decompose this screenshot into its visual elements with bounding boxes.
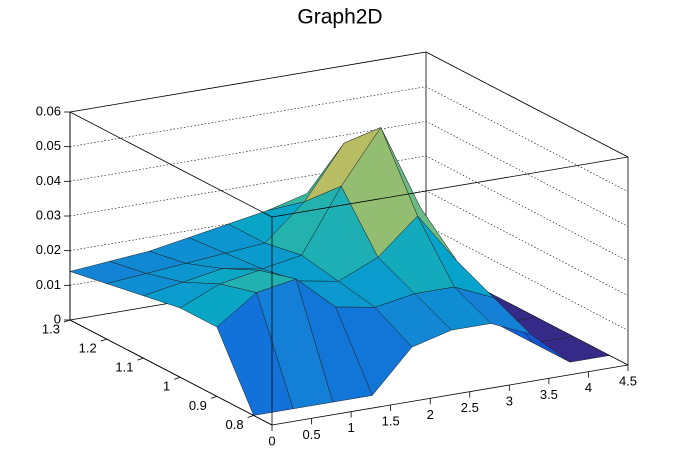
box-edge [69,111,273,218]
grid-line [69,86,629,192]
y-tick [63,319,71,323]
x-tick-label: 1.5 [382,413,400,428]
chart-title: Graph2D [297,6,382,29]
grid-line [69,121,629,227]
z-tick-label: 0.04 [36,173,61,188]
y-tick-label: 1.1 [115,360,133,375]
z-tick-label: 0.05 [36,138,61,153]
z-tick-label: 0.03 [36,207,61,222]
x-tick-label: 4.5 [619,373,637,388]
y-tick-label: 0.9 [189,398,207,413]
x-tick-label: 2.5 [461,400,479,415]
box-edge [271,364,629,426]
y-tick-label: 1.2 [79,341,97,356]
x-tick-label: 4 [585,380,592,395]
box-edge [425,51,629,158]
box-edge [69,51,427,113]
y-tick [174,376,181,380]
y-tick [210,395,218,399]
x-tick-label: 0 [268,433,275,448]
y-tick [137,357,144,361]
x-tick-label: 0.5 [303,427,321,442]
y-tick [100,338,107,342]
z-tick-label: 0.06 [36,103,61,118]
x-tick-label: 1 [347,420,354,435]
box-edge [271,156,629,218]
x-tick-label: 3.5 [540,387,558,402]
grid-line [69,51,629,158]
x-tick-label: 3 [506,393,513,408]
x-tick-label: 2 [427,407,434,422]
z-tick-label: 0.02 [36,242,61,257]
y-tick-label: 0.8 [226,417,244,432]
y-tick-label: 1.3 [42,321,60,336]
z-tick-label: 0.01 [36,277,61,292]
surface-cell [216,292,294,416]
z-tick-label: 0 [54,311,61,326]
box-edge [69,319,273,426]
y-tick [247,415,254,418]
grid-line [69,155,629,262]
y-tick-label: 1 [163,379,170,394]
